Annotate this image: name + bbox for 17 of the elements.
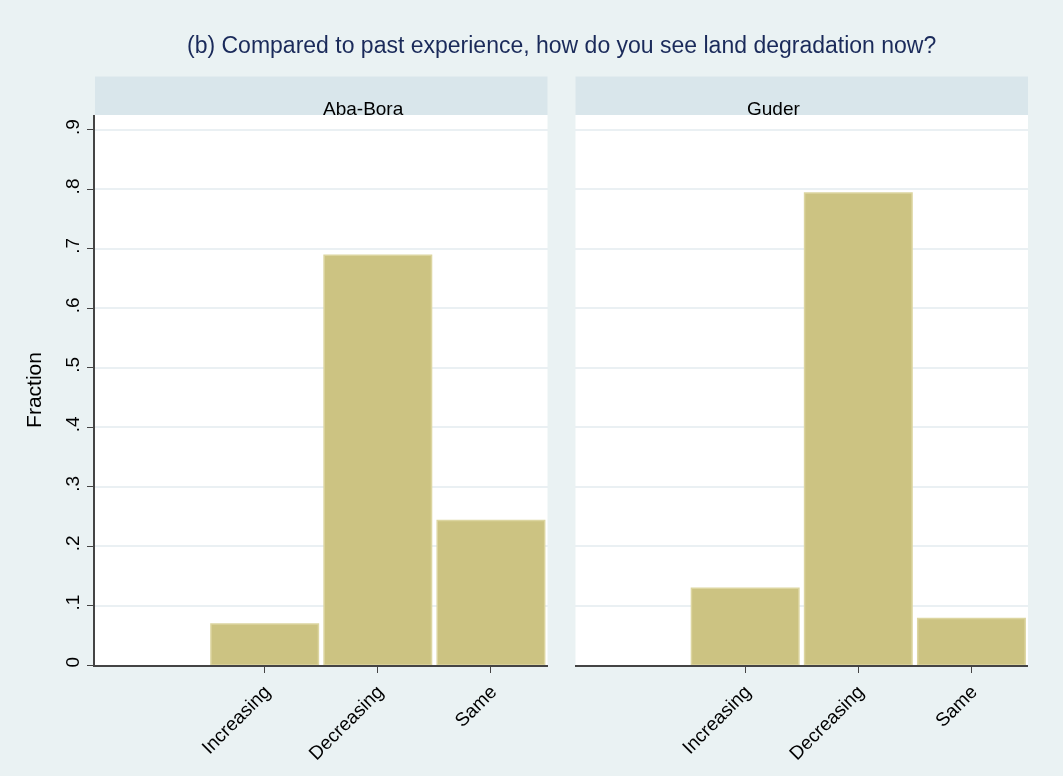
y-tick-label: .8 bbox=[62, 178, 84, 195]
y-tick-label: .1 bbox=[62, 594, 84, 611]
bar bbox=[323, 254, 433, 665]
chart-subtitle: Guder bbox=[747, 98, 801, 119]
y-tick-label: .2 bbox=[62, 535, 84, 552]
y-tick-label: .6 bbox=[62, 297, 84, 314]
y-axis-title: Fraction bbox=[22, 352, 46, 428]
y-tick-label: .5 bbox=[62, 356, 84, 373]
y-tick-label: .4 bbox=[62, 415, 84, 433]
y-tick-label: 0 bbox=[62, 656, 84, 668]
y-tick-label: .3 bbox=[62, 475, 84, 492]
y-tick-label: .7 bbox=[62, 238, 84, 254]
y-tick-label: .9 bbox=[62, 119, 84, 135]
chart-title: (b) Compared to past experience, how do you see land degradation now? bbox=[187, 32, 937, 58]
bar bbox=[210, 623, 320, 665]
bar bbox=[436, 519, 546, 665]
chart-subtitle: Aba-Bora bbox=[323, 98, 404, 119]
